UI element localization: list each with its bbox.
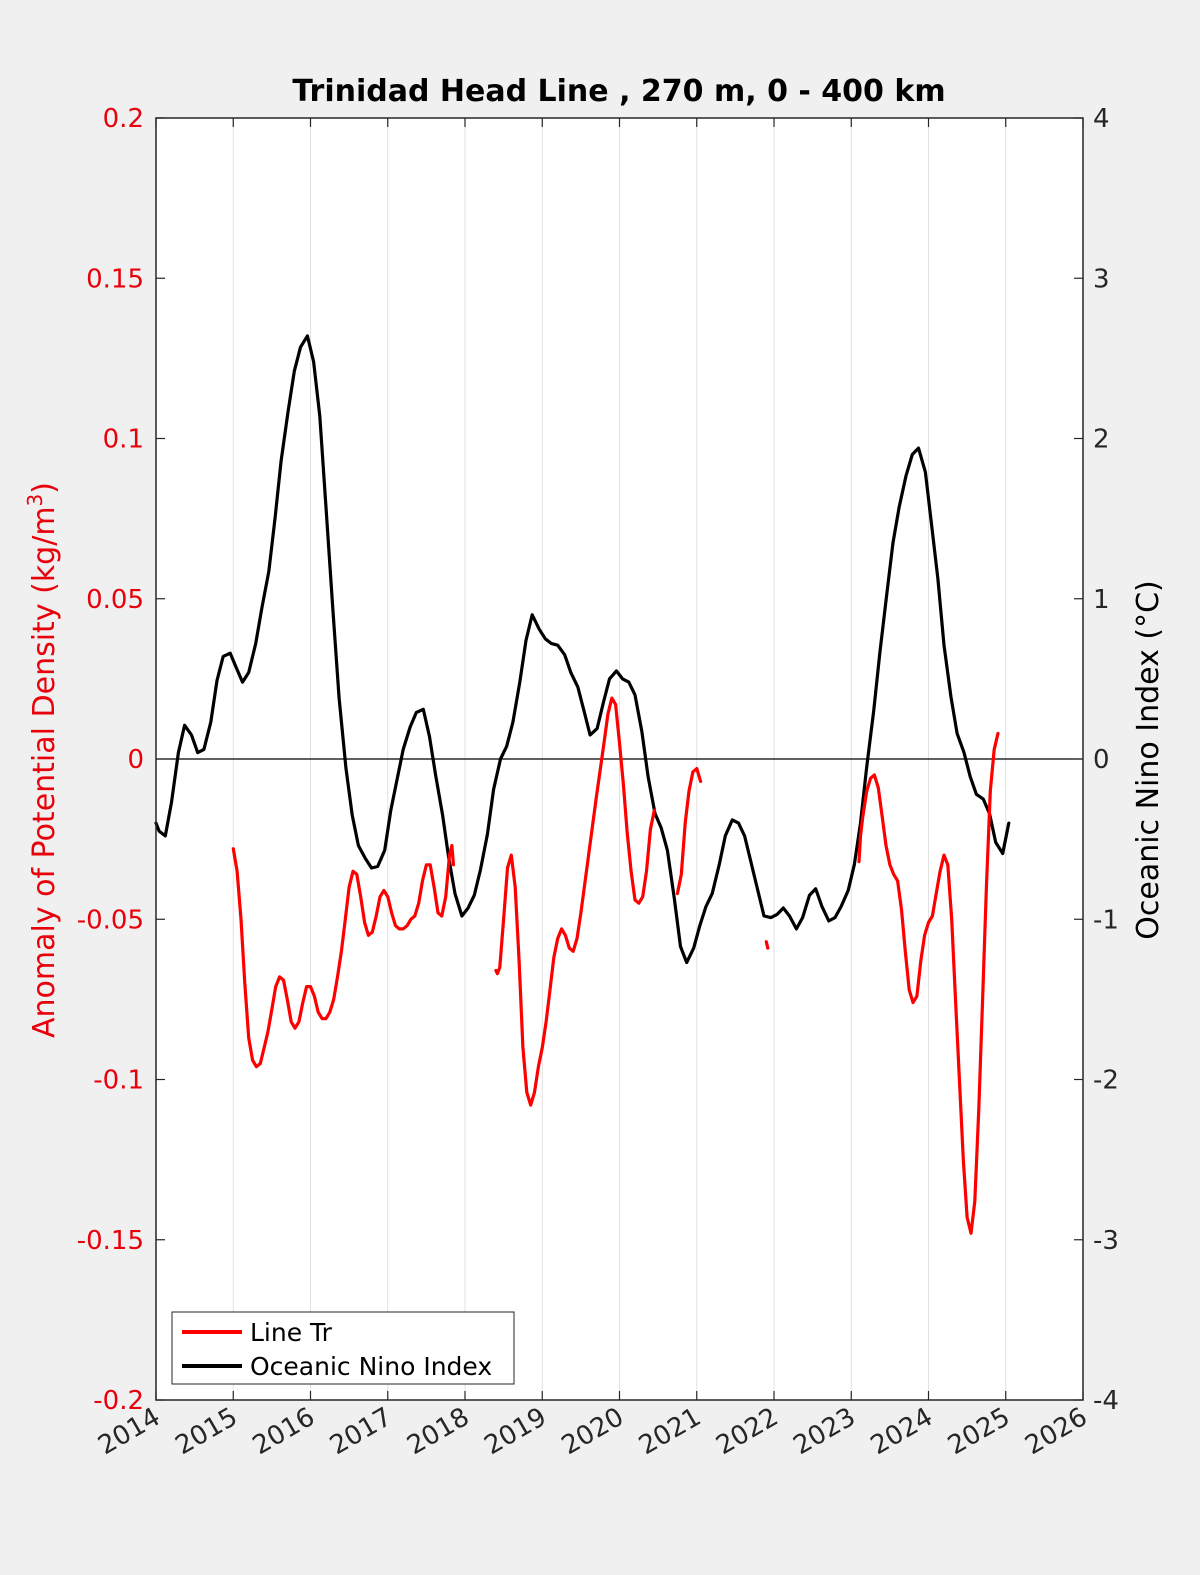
series-line-line-tr — [494, 696, 656, 1107]
y-left-tick-label: 0.15 — [86, 264, 144, 294]
x-tick-label: 2024 — [866, 1402, 938, 1461]
y-left-axis-label: Anomaly of Potential Density (kg/m3) — [23, 482, 62, 1038]
y-right-tick-label: 2 — [1093, 425, 1110, 455]
y-left-tick-label: 0.2 — [103, 104, 144, 134]
x-tick-label: 2026 — [1020, 1402, 1092, 1461]
y-right-axis-label: Oceanic Nino Index (°C) — [1131, 580, 1166, 940]
x-tick-label: 2023 — [788, 1402, 860, 1461]
y-right-tick-label: 3 — [1093, 264, 1110, 294]
x-tick-label: 2017 — [325, 1402, 397, 1461]
y-right-tick-label: 4 — [1093, 104, 1110, 134]
y-right-tick-label: 0 — [1093, 745, 1110, 775]
y-right-tick-label: -2 — [1093, 1066, 1119, 1096]
y-left-axis-label-sup: 3 — [23, 494, 47, 507]
y-left-tick-label: 0 — [127, 745, 144, 775]
x-tick-label: 2018 — [402, 1402, 474, 1461]
series-line-oceanic-nino-index — [154, 334, 1011, 965]
x-tick-label: 2019 — [479, 1402, 551, 1461]
x-tick-label: 2025 — [943, 1402, 1015, 1461]
series-line-line-tr — [857, 731, 1000, 1235]
series-line-line-tr — [231, 843, 455, 1069]
x-tick-label: 2020 — [557, 1402, 629, 1461]
y-right-tick-label: -3 — [1093, 1226, 1119, 1256]
series-line-line-tr — [675, 766, 703, 896]
y-left-axis-label-close: ) — [27, 482, 62, 494]
x-tick-label: 2015 — [170, 1402, 242, 1461]
y-right-tick-label: 1 — [1093, 585, 1110, 615]
y-left-axis-label-main: Anomaly of Potential Density (kg/m — [27, 506, 62, 1038]
legend-box — [171, 1311, 515, 1385]
y-left-tick-label: 0.05 — [86, 585, 144, 615]
legend: Line Tr Oceanic Nino Index — [171, 1311, 515, 1385]
y-right-tick-label: -1 — [1093, 905, 1119, 935]
series-line-line-tr — [764, 940, 770, 950]
chart-title: Trinidad Head Line , 270 m, 0 - 400 km — [292, 74, 945, 109]
series-layer — [154, 334, 1011, 1235]
x-tick-label: 2021 — [634, 1402, 706, 1461]
y-left-tick-label: -0.05 — [77, 905, 144, 935]
y-left-tick-label: -0.1 — [93, 1066, 144, 1096]
y-right-tick-label: -4 — [1093, 1386, 1119, 1416]
y-left-tick-label: -0.2 — [93, 1386, 144, 1416]
x-tick-label: 2016 — [248, 1402, 320, 1461]
legend-label-line-tr: Line Tr — [250, 1318, 333, 1347]
y-left-tick-label: 0.1 — [103, 425, 144, 455]
x-tick-label: 2022 — [711, 1402, 783, 1461]
y-left-tick-label: -0.15 — [77, 1226, 144, 1256]
legend-label-oni: Oceanic Nino Index — [250, 1352, 492, 1381]
